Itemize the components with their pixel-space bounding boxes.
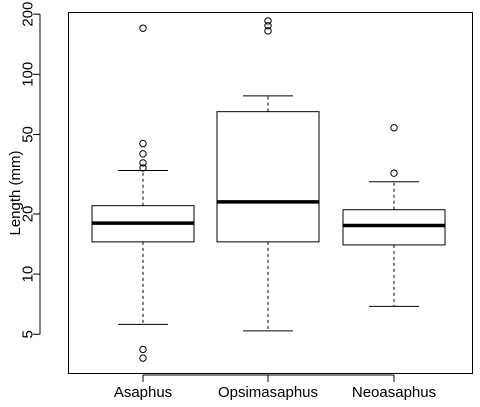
x-axis: Asaphus Opsimasaphus Neoasaphus (114, 374, 436, 401)
y-tick-label: 100 (19, 62, 36, 87)
outlier-point (139, 24, 147, 32)
outlier-point (139, 354, 147, 362)
y-tick-label: 20 (19, 206, 36, 223)
y-tick-label: 5 (19, 330, 36, 338)
y-tick-label: 200 (19, 2, 36, 27)
outlier-point (139, 139, 147, 148)
y-tick-label: 50 (19, 126, 36, 143)
iqr-box (216, 111, 320, 243)
box-neoasaphus (342, 124, 446, 307)
outlier-point (139, 164, 147, 172)
iqr-box (342, 209, 446, 246)
outlier-point (390, 124, 398, 132)
x-tick-label: Opsimasaphus (218, 384, 318, 401)
outlier-point (139, 150, 147, 158)
y-tick-label: 10 (19, 266, 36, 283)
outlier-point (139, 159, 147, 167)
box-asaphus (91, 24, 195, 362)
box-opsimasaphus (216, 17, 320, 332)
y-axis-title: Length (mm) (7, 150, 24, 235)
outlier-point (139, 345, 147, 354)
plot-frame (68, 12, 473, 374)
outlier-point (390, 169, 398, 177)
y-axis: 5 10 20 50 100 200 (19, 2, 41, 338)
outlier-point (264, 27, 272, 35)
outlier-point (264, 17, 272, 25)
outlier-point (264, 22, 272, 30)
x-tick-label: Neoasaphus (352, 384, 436, 401)
box-series (91, 17, 446, 362)
x-tick-label: Asaphus (114, 384, 172, 401)
